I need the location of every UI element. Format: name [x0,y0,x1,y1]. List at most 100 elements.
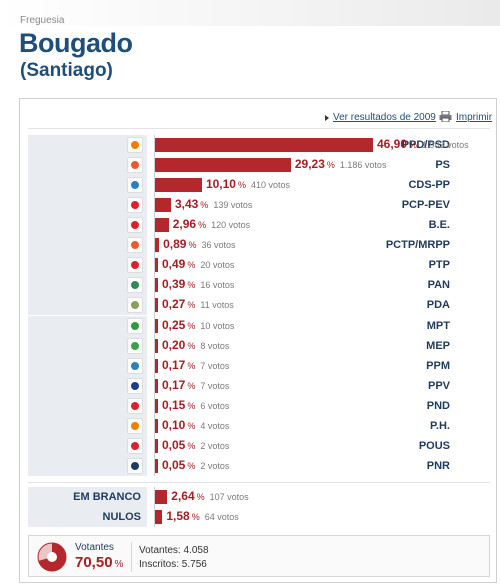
pie-center [47,552,57,562]
party-name: PNR [426,459,450,472]
results-separator [28,482,490,484]
party-results-list: PPD/PSD 46,90% 1.903 votos PS 29,23% 1.186 vo… [28,135,490,477]
logo-mark [131,461,139,470]
row-label-background [28,175,147,196]
percent-value: 0,20 [162,337,186,352]
percent-sign: % [187,320,196,331]
party-name: PCTP/MRPP [385,239,450,252]
percent-value: 29,23 [294,157,325,172]
percent-value: 46,90 [377,137,408,151]
party-name: MPT [426,319,450,332]
party-row: POUS 0,05% 2 votos [28,435,490,456]
party-bar [155,258,158,273]
party-bar [155,438,158,453]
party-percent: 0,49% 20 votos [162,257,234,271]
votes-count: 20 votos [200,260,235,271]
pnd-logo-icon [127,397,143,414]
party-name: PCP-PEV [401,199,450,212]
party-name: PDA [426,299,450,312]
logo-mark [131,281,139,290]
party-bar [155,358,158,373]
percent-sign: % [196,492,205,503]
page-subtitle: (Santiago) [20,60,113,81]
votes-count: 10 votos [200,320,235,331]
results-panel: Ver resultados de 2009 Imprimir PPD/PSD 4… [19,98,497,583]
votes-count: 139 votos [213,200,253,211]
ppm-logo-icon [127,357,143,374]
party-percent: 0,10% 4 votos [162,418,229,432]
votes-count: 11 votos [200,300,234,311]
print-link[interactable]: Imprimir [456,112,493,123]
party-row: MPT 0,25% 10 votos [28,315,490,336]
bar-axis-line [154,487,155,528]
other-percent: 2,64% 107 votos [171,489,248,503]
logo-mark [131,321,139,330]
votantes-percent: 70,50% [75,554,123,571]
row-label-background [28,335,147,356]
party-name: PPM [426,359,450,372]
freguesia-label: Freguesia [20,15,65,26]
votes-count: 64 votos [204,512,239,523]
party-name: P.H. [430,419,450,432]
logo-mark [131,341,139,350]
row-label-background [28,155,147,176]
printer-icon[interactable] [439,111,452,122]
percent-sign: % [237,180,246,191]
pnr-logo-icon [127,457,143,474]
votantes-count: Votantes: 4.058 [139,545,209,556]
row-label-background [28,315,147,336]
party-name: POUS [418,439,450,452]
percent-value: 0,10 [162,417,186,432]
party-bar [155,278,158,293]
logo-mark [131,441,139,450]
percent-sign: % [187,300,196,311]
row-label-background [28,415,147,436]
votes-count: 4 votos [200,420,230,431]
party-name: CDS-PP [408,179,450,192]
row-label-background [28,135,147,155]
votes-count: 7 votos [200,380,230,391]
logo-mark [131,141,139,149]
percent-sign: % [187,460,196,471]
party-bar [155,198,171,213]
results-2009-link[interactable]: Ver resultados de 2009 [333,112,436,123]
row-label-background [28,275,147,296]
percent-value: 0,49 [162,257,186,272]
mep-logo-icon [127,337,143,354]
percent-value: 0,17 [162,377,186,392]
party-row: PPM 0,17% 7 votos [28,355,490,376]
percent-sign: % [187,340,196,351]
page-title: Bougado [19,28,133,58]
votes-count: 1.903 votos [422,140,469,150]
votes-count: 7 votos [200,360,230,371]
party-bar [155,238,160,253]
mpt-logo-icon [127,317,143,334]
percent-value: 2,96 [172,217,197,232]
percent-value: 0,05 [162,457,186,472]
party-name: PND [426,399,450,412]
percent-value: 0,89 [163,237,187,252]
votes-count: 36 votos [201,240,236,251]
logo-mark [131,261,139,270]
arrow-right-icon [325,115,329,121]
party-percent: 3,43% 139 votos [175,197,252,211]
logo-mark [131,361,139,370]
party-row: PS 29,23% 1.186 votos [28,155,490,176]
percent-value: 3,43 [174,197,199,212]
percent-value: 1,58 [166,509,190,524]
votes-count: 410 votos [250,180,291,191]
party-percent: 2,96% 120 votos [173,217,250,231]
pctp-logo-icon [127,237,143,254]
row-label-background [28,487,147,508]
row-label-background [28,235,147,256]
other-row: NULOS 1,58% 64 votos [28,507,490,528]
row-label-background [28,455,147,476]
party-bar [155,218,169,233]
percent-sign: % [188,240,197,251]
other-row: EM BRANCO 2,64% 107 votos [28,487,490,508]
logo-mark [131,201,139,210]
party-percent: 10,10% 410 votos [206,177,290,191]
percent-value: 0,25 [162,317,186,332]
votes-count: 6 votos [200,400,230,411]
party-percent: 0,89% 36 votos [163,237,235,251]
